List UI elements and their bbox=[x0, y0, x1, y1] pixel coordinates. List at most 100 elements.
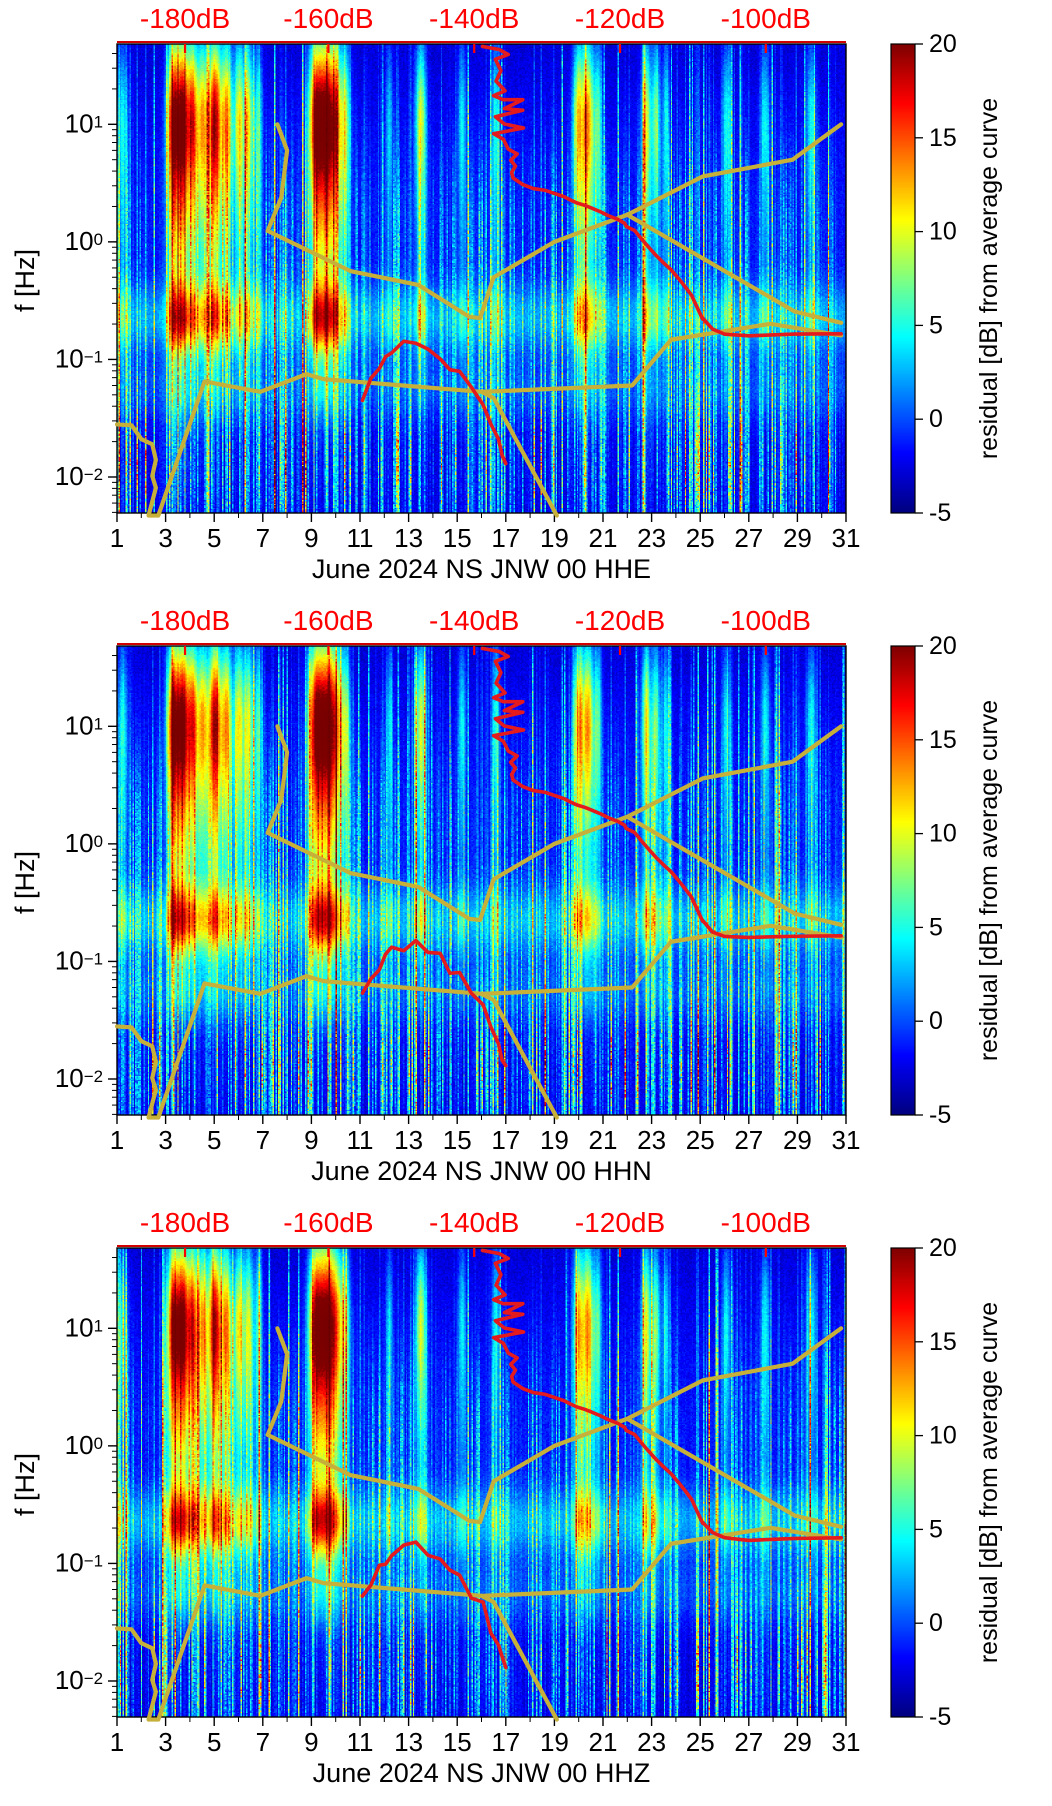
svg-text:-5: -5 bbox=[929, 1101, 951, 1129]
svg-text:19: 19 bbox=[540, 523, 569, 553]
svg-text:f [Hz]: f [Hz] bbox=[10, 249, 40, 312]
svg-text:21: 21 bbox=[589, 1727, 618, 1757]
svg-text:20: 20 bbox=[929, 1234, 957, 1262]
svg-text:10−1: 10−1 bbox=[55, 1547, 103, 1577]
svg-text:20: 20 bbox=[929, 30, 957, 58]
svg-text:15: 15 bbox=[929, 726, 957, 754]
svg-text:0: 0 bbox=[929, 405, 943, 433]
svg-text:5: 5 bbox=[207, 523, 221, 553]
svg-text:19: 19 bbox=[540, 1125, 569, 1155]
svg-text:f [Hz]: f [Hz] bbox=[10, 1453, 40, 1516]
svg-text:10: 10 bbox=[929, 218, 957, 246]
svg-text:-5: -5 bbox=[929, 499, 951, 527]
svg-text:11: 11 bbox=[347, 1125, 374, 1155]
svg-text:-120dB: -120dB bbox=[575, 3, 665, 34]
svg-text:9: 9 bbox=[304, 523, 318, 553]
svg-text:31: 31 bbox=[832, 1125, 861, 1155]
svg-text:-5: -5 bbox=[929, 1703, 951, 1731]
svg-text:-140dB: -140dB bbox=[429, 605, 519, 636]
svg-text:17: 17 bbox=[491, 1727, 520, 1757]
svg-text:100: 100 bbox=[65, 226, 103, 256]
svg-text:-140dB: -140dB bbox=[429, 3, 519, 34]
svg-text:21: 21 bbox=[589, 523, 618, 553]
svg-text:-180dB: -180dB bbox=[140, 605, 230, 636]
svg-text:10−2: 10−2 bbox=[55, 461, 103, 491]
svg-text:17: 17 bbox=[491, 1125, 520, 1155]
svg-text:residual [dB] from average cur: residual [dB] from average curve bbox=[975, 700, 1003, 1061]
svg-text:11: 11 bbox=[347, 523, 374, 553]
svg-text:10−1: 10−1 bbox=[55, 343, 103, 373]
svg-text:5: 5 bbox=[929, 913, 943, 941]
svg-text:21: 21 bbox=[589, 1125, 618, 1155]
svg-text:-100dB: -100dB bbox=[721, 605, 811, 636]
svg-text:25: 25 bbox=[686, 1125, 715, 1155]
svg-text:13: 13 bbox=[394, 1727, 423, 1757]
svg-text:15: 15 bbox=[443, 523, 472, 553]
svg-text:f [Hz]: f [Hz] bbox=[10, 851, 40, 914]
svg-text:100: 100 bbox=[65, 828, 103, 858]
svg-text:27: 27 bbox=[734, 1727, 763, 1757]
svg-text:9: 9 bbox=[304, 1727, 318, 1757]
svg-text:10−1: 10−1 bbox=[55, 945, 103, 975]
svg-text:0: 0 bbox=[929, 1007, 943, 1035]
svg-text:31: 31 bbox=[832, 523, 861, 553]
svg-text:7: 7 bbox=[256, 523, 270, 553]
svg-text:June 2024 NS JNW 00 HHZ: June 2024 NS JNW 00 HHZ bbox=[313, 1758, 651, 1788]
svg-text:-160dB: -160dB bbox=[283, 1207, 373, 1238]
svg-text:-160dB: -160dB bbox=[283, 605, 373, 636]
svg-text:25: 25 bbox=[686, 523, 715, 553]
svg-text:9: 9 bbox=[304, 1125, 318, 1155]
svg-text:101: 101 bbox=[65, 108, 103, 138]
svg-text:20: 20 bbox=[929, 632, 957, 660]
svg-text:3: 3 bbox=[158, 523, 172, 553]
svg-text:5: 5 bbox=[207, 1125, 221, 1155]
svg-text:10: 10 bbox=[929, 820, 957, 848]
svg-text:-180dB: -180dB bbox=[140, 1207, 230, 1238]
svg-text:-120dB: -120dB bbox=[575, 1207, 665, 1238]
svg-text:27: 27 bbox=[734, 1125, 763, 1155]
svg-text:29: 29 bbox=[783, 523, 812, 553]
svg-text:29: 29 bbox=[783, 1727, 812, 1757]
svg-text:17: 17 bbox=[491, 523, 520, 553]
svg-text:101: 101 bbox=[65, 710, 103, 740]
svg-text:31: 31 bbox=[832, 1727, 861, 1757]
svg-text:25: 25 bbox=[686, 1727, 715, 1757]
svg-text:5: 5 bbox=[929, 1515, 943, 1543]
svg-text:23: 23 bbox=[637, 523, 666, 553]
svg-text:1: 1 bbox=[110, 1125, 124, 1155]
svg-text:15: 15 bbox=[929, 124, 957, 152]
svg-text:7: 7 bbox=[256, 1727, 270, 1757]
svg-text:June 2024 NS JNW 00 HHN: June 2024 NS JNW 00 HHN bbox=[311, 1156, 652, 1186]
svg-text:10−2: 10−2 bbox=[55, 1063, 103, 1093]
svg-text:10: 10 bbox=[929, 1422, 957, 1450]
svg-text:-140dB: -140dB bbox=[429, 1207, 519, 1238]
svg-text:-120dB: -120dB bbox=[575, 605, 665, 636]
svg-text:15: 15 bbox=[443, 1727, 472, 1757]
svg-text:27: 27 bbox=[734, 523, 763, 553]
svg-text:June 2024 NS JNW 00 HHE: June 2024 NS JNW 00 HHE bbox=[312, 554, 651, 584]
svg-text:5: 5 bbox=[929, 311, 943, 339]
svg-text:-100dB: -100dB bbox=[721, 1207, 811, 1238]
svg-text:1: 1 bbox=[110, 1727, 124, 1757]
svg-text:13: 13 bbox=[394, 1125, 423, 1155]
svg-text:5: 5 bbox=[207, 1727, 221, 1757]
svg-text:15: 15 bbox=[443, 1125, 472, 1155]
svg-text:0: 0 bbox=[929, 1609, 943, 1637]
svg-text:15: 15 bbox=[929, 1328, 957, 1356]
svg-text:residual [dB] from average cur: residual [dB] from average curve bbox=[975, 98, 1003, 459]
svg-text:-180dB: -180dB bbox=[140, 3, 230, 34]
svg-text:13: 13 bbox=[394, 523, 423, 553]
svg-text:19: 19 bbox=[540, 1727, 569, 1757]
svg-text:3: 3 bbox=[158, 1125, 172, 1155]
svg-text:-100dB: -100dB bbox=[721, 3, 811, 34]
svg-text:1: 1 bbox=[110, 523, 124, 553]
svg-text:23: 23 bbox=[637, 1125, 666, 1155]
svg-text:3: 3 bbox=[158, 1727, 172, 1757]
svg-text:100: 100 bbox=[65, 1430, 103, 1460]
svg-text:23: 23 bbox=[637, 1727, 666, 1757]
svg-text:29: 29 bbox=[783, 1125, 812, 1155]
svg-text:7: 7 bbox=[256, 1125, 270, 1155]
svg-text:-160dB: -160dB bbox=[283, 3, 373, 34]
svg-text:101: 101 bbox=[65, 1312, 103, 1342]
svg-text:10−2: 10−2 bbox=[55, 1665, 103, 1695]
